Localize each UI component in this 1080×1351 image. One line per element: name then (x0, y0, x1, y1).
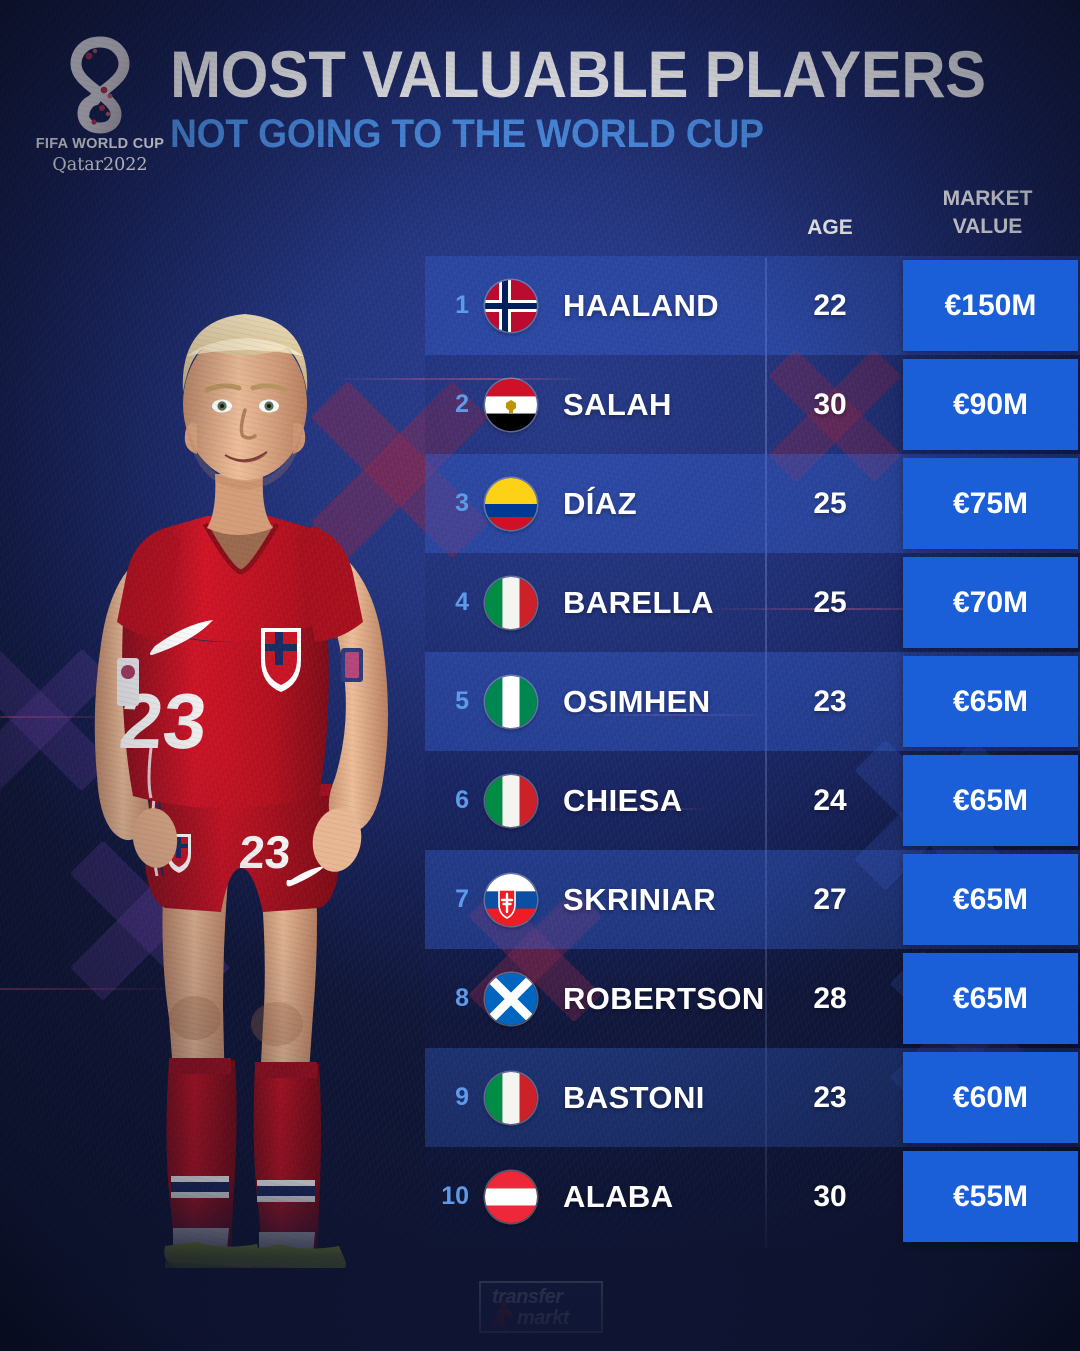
player-name: ROBERTSON (563, 980, 765, 1016)
market-value-cell: €65M (903, 854, 1078, 945)
table-row: 3 DÍAZ 25 €75M (425, 454, 1080, 553)
flag-icon-austria (485, 1170, 537, 1223)
player-photo-haaland: 23 23 (55, 228, 425, 1274)
player-illustration: 23 23 (94, 314, 388, 1274)
page-subtitle: NOT GOING TO THE WORLD CUP (170, 112, 764, 156)
market-value-cell: €60M (903, 1052, 1078, 1143)
qatar-2022-loop-icon (70, 36, 130, 134)
transfermarkt-logo[interactable]: transfer markt (479, 1281, 603, 1333)
player-age: 23 (813, 1080, 847, 1114)
player-name: SKRINIAR (563, 881, 717, 917)
market-value-cell: €65M (903, 953, 1078, 1044)
rank-number: 5 (455, 687, 469, 715)
column-header-market-value-line1: MARKET (942, 187, 1033, 210)
table-row: 1 HAALAND 22 €150M (425, 256, 1080, 355)
table-row: 4 BARELLA 25 €70M (425, 553, 1080, 652)
wc-logo-line1: FIFA WORLD CUP (35, 136, 165, 152)
player-age: 25 (813, 585, 847, 619)
rank-number: 10 (441, 1182, 469, 1210)
flag-icon-nigeria (485, 675, 537, 728)
rank-number: 9 (455, 1083, 469, 1111)
player-name: SALAH (563, 386, 672, 422)
transfermarkt-line2: markt (517, 1307, 569, 1329)
rank-number: 2 (455, 390, 469, 418)
rank-number: 3 (455, 489, 469, 517)
rank-number: 4 (455, 588, 469, 616)
table-row: 9 BASTONI 23 €60M (425, 1048, 1080, 1147)
header: FIFA WORLD CUP Qatar2022 MOST VALUABLE P… (0, 0, 1080, 185)
wc-logo-line2: Qatar2022 (52, 155, 148, 175)
fifa-world-cup-qatar-2022-logo: FIFA WORLD CUP Qatar2022 (34, 36, 166, 175)
player-name: BASTONI (563, 1079, 705, 1115)
flag-icon-egypt (485, 378, 537, 431)
rank-number: 8 (455, 984, 469, 1012)
flag-icon-italy (485, 774, 537, 827)
player-age: 23 (813, 684, 847, 718)
column-header-age: AGE (807, 216, 853, 239)
market-value-cell: €65M (903, 656, 1078, 747)
column-header-market-value-line2: VALUE (952, 215, 1023, 238)
table-row: 5 OSIMHEN 23 €65M (425, 652, 1080, 751)
player-name: BARELLA (563, 584, 714, 620)
player-age: 30 (813, 1179, 847, 1213)
market-value-cell: €150M (903, 260, 1078, 351)
player-age: 24 (813, 783, 847, 817)
player-name: CHIESA (563, 782, 683, 818)
flag-icon-norway (485, 279, 537, 332)
column-header-market-value: MARKET VALUE (900, 185, 1075, 241)
flag-icon-scotland (485, 972, 537, 1025)
svg-text:23: 23 (238, 826, 293, 878)
player-age: 22 (813, 288, 847, 322)
market-value-cell: €75M (903, 458, 1078, 549)
table-row: 2 SALAH 30 €90M (425, 355, 1080, 454)
flag-icon-italy (485, 576, 537, 629)
flag-icon-italy (485, 1071, 537, 1124)
player-age: 27 (813, 882, 847, 916)
player-age: 30 (813, 387, 847, 421)
table-row: 6 CHIESA 24 €65M (425, 751, 1080, 850)
rank-number: 7 (455, 885, 469, 913)
player-name: OSIMHEN (563, 683, 711, 719)
page-title: MOST VALUABLE PLAYERS (170, 37, 986, 111)
title-block: MOST VALUABLE PLAYERS NOT GOING TO THE W… (170, 37, 986, 156)
players-table: 1 HAALAND 22 €150M 2 SALAH 30 €90M 3 DÍAZ 25 €75M 4 B… (425, 256, 1080, 1246)
player-name: ALABA (563, 1178, 674, 1214)
market-value-cell: €90M (903, 359, 1078, 450)
table-row: 7 SKRINIAR 27 €65M (425, 850, 1080, 949)
market-value-cell: €70M (903, 557, 1078, 648)
rank-number: 1 (455, 291, 469, 319)
market-value-cell: €55M (903, 1151, 1078, 1242)
player-age: 25 (813, 486, 847, 520)
market-value-cell: €65M (903, 755, 1078, 846)
flag-icon-slovakia (485, 873, 537, 926)
transfermarkt-player-icon (491, 1300, 513, 1331)
table-row: 10 ALABA 30 €55M (425, 1147, 1080, 1246)
player-name: HAALAND (563, 287, 720, 323)
player-name: DÍAZ (563, 485, 637, 521)
flag-icon-colombia (485, 477, 537, 530)
table-row: 8 ROBERTSON 28 €65M (425, 949, 1080, 1048)
player-age: 28 (813, 981, 847, 1015)
rank-number: 6 (455, 786, 469, 814)
